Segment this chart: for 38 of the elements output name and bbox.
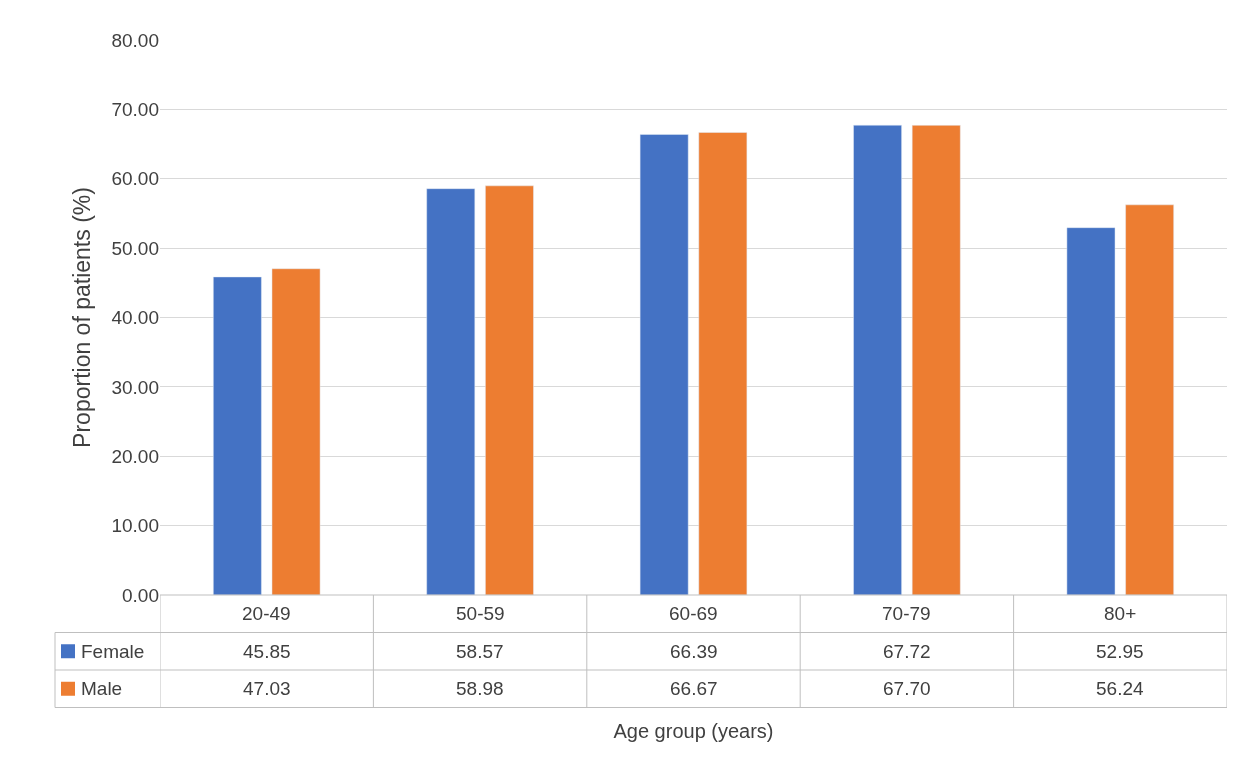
x-tick-label: 60-69: [669, 603, 718, 624]
data-label: 67.70: [883, 678, 931, 699]
x-axis-title: Age group (years): [613, 719, 774, 742]
bar: [271, 268, 321, 595]
data-label: 56.24: [1096, 678, 1144, 699]
bar: [426, 188, 476, 595]
legend-label: Male: [81, 678, 123, 699]
y-axis-title: Proportion of patients (%): [68, 187, 95, 448]
bar: [213, 276, 262, 595]
y-tick-label: 40.00: [111, 307, 159, 329]
bar: [1066, 227, 1116, 595]
y-tick-label: 80.00: [111, 29, 159, 51]
y-tick-label: 60.00: [111, 168, 159, 190]
y-tick-label: 50.00: [111, 237, 159, 259]
data-label: 52.95: [1096, 641, 1144, 662]
bar: [485, 185, 534, 595]
y-tick-label: 10.00: [111, 515, 159, 537]
data-label: 47.03: [243, 678, 291, 699]
y-tick-label: 20.00: [111, 445, 159, 467]
data-label: 58.57: [456, 641, 504, 662]
bar: [639, 134, 689, 595]
x-tick-label: 20-49: [242, 603, 291, 624]
y-tick-label: 0.00: [122, 584, 159, 606]
data-label: 66.67: [670, 678, 718, 699]
data-label: 67.72: [883, 641, 931, 662]
bar: [853, 124, 902, 595]
bar: [911, 125, 961, 595]
x-tick-label: 50-59: [456, 603, 505, 624]
x-tick-label: 80+: [1104, 603, 1137, 624]
y-tick-label: 70.00: [111, 99, 159, 121]
data-label: 58.98: [456, 678, 504, 699]
bar: [1125, 204, 1174, 595]
bar: [698, 132, 748, 595]
x-tick-label: 70-79: [882, 603, 931, 624]
data-label: 45.85: [243, 641, 291, 662]
legend-label: Female: [81, 641, 145, 662]
data-label: 66.39: [670, 641, 718, 662]
y-tick-label: 30.00: [111, 376, 159, 398]
